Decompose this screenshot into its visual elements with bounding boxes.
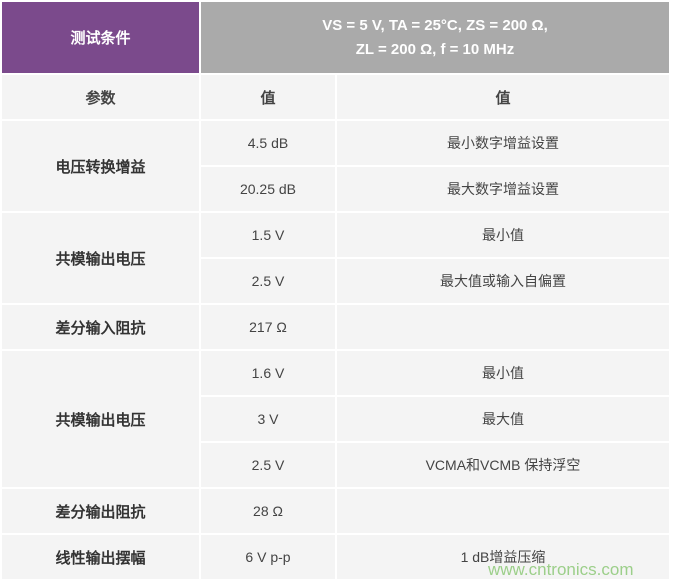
note-cell [337,489,669,533]
table-row: 2.5 V VCMA和VCMB 保持浮空 [2,443,669,487]
value-cell: 6 V p-p [201,535,335,579]
note-cell: 最大数字增益设置 [337,167,669,211]
table-row: 共模输出电压 1.6 V 最小值 [2,351,669,487]
table-row: 20.25 dB 最大数字增益设置 [2,167,669,211]
note-cell: 最大值 [337,397,669,441]
table-row: 差分输出阻抗 28 Ω [2,489,669,533]
column-header-value: 值 [201,75,335,119]
table-row: 电压转换增益 4.5 dB 最小数字增益设置 [2,121,669,211]
note-cell: 最小值 [337,213,669,257]
value-cell: 2.5 V [201,443,335,487]
conditions-line-2: ZL = 200 Ω, f = 10 MHz [355,40,515,58]
value-cell: 1.5 V [201,213,335,257]
param-cell: 差分输出阻抗 [2,489,199,533]
value-cell: 2.5 V [201,259,335,303]
table-row: 3 V 最大值 [2,397,669,441]
value-cell: 4.5 dB [201,121,335,165]
note-cell: 最小值 [337,351,669,395]
test-conditions-label: 测试条件 [2,2,199,73]
value-cell: 28 Ω [201,489,335,533]
param-cell: 线性输出摆幅 [2,535,199,579]
param-cell: 共模输出电压 [2,351,199,487]
value-cell: 217 Ω [201,305,335,349]
value-cell: 20.25 dB [201,167,335,211]
value-cell: 1.6 V [201,351,335,395]
note-cell [337,305,669,349]
param-cell: 电压转换增益 [2,121,199,211]
header-row: 测试条件 VS = 5 V, TA = 25°C, ZS = 200 Ω, ZL … [2,2,669,73]
table-row: 线性输出摆幅 6 V p-p 1 dB增益压缩 [2,535,669,579]
note-cell: 1 dB增益压缩 [337,535,669,579]
value-cell: 3 V [201,397,335,441]
note-cell: VCMA和VCMB 保持浮空 [337,443,669,487]
note-cell: 最大值或输入自偏置 [337,259,669,303]
watermark: www.cntronics.com [488,560,634,579]
conditions-line-1: VS = 5 V, TA = 25°C, ZS = 200 Ω, [322,16,548,34]
table-row: 差分输入阻抗 217 Ω [2,305,669,349]
param-cell: 共模输出电压 [2,213,199,303]
column-header-note: 值 [337,75,669,119]
column-header-row: 参数 值 值 [2,75,669,119]
test-conditions-value: VS = 5 V, TA = 25°C, ZS = 200 Ω, ZL = 200… [201,2,669,73]
param-cell: 差分输入阻抗 [2,305,199,349]
table-row: 2.5 V 最大值或输入自偏置 [2,259,669,303]
column-header-param: 参数 [2,75,199,119]
note-cell: 最小数字增益设置 [337,121,669,165]
table-row: 共模输出电压 1.5 V 最小值 [2,213,669,303]
